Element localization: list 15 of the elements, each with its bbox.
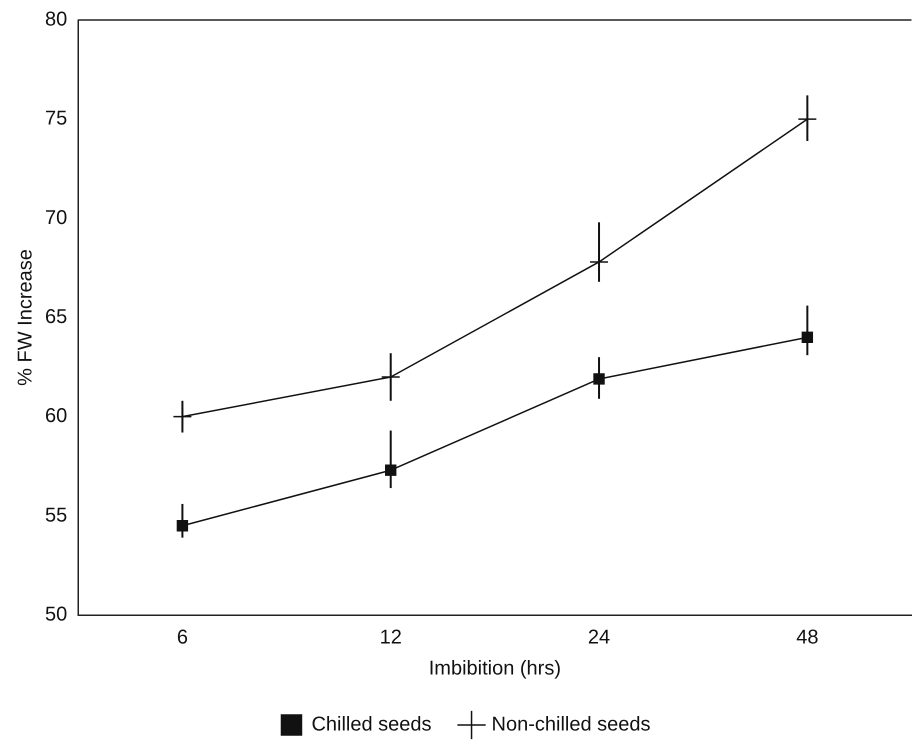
x-tick-label: 12 xyxy=(380,626,402,649)
y-tick-label: 70 xyxy=(44,206,68,229)
y-tick-label: 60 xyxy=(44,405,68,428)
y-tick-label: 65 xyxy=(44,306,68,328)
y-tick-label: 75 xyxy=(44,108,68,130)
x-axis-title: Imbibition (hrs) xyxy=(428,658,562,680)
y-axis-title: % FW Increase xyxy=(14,249,37,386)
y-tick-label: 50 xyxy=(44,604,68,626)
x-tick-label: 24 xyxy=(588,626,610,649)
legend-label: Chilled seeds xyxy=(311,714,432,736)
y-tick-label: 80 xyxy=(44,8,68,31)
x-tick-label: 48 xyxy=(796,626,818,649)
x-tick-label: 6 xyxy=(176,626,188,649)
legend-label: Non-chilled seeds xyxy=(492,714,651,736)
y-tick-label: 55 xyxy=(44,504,68,526)
